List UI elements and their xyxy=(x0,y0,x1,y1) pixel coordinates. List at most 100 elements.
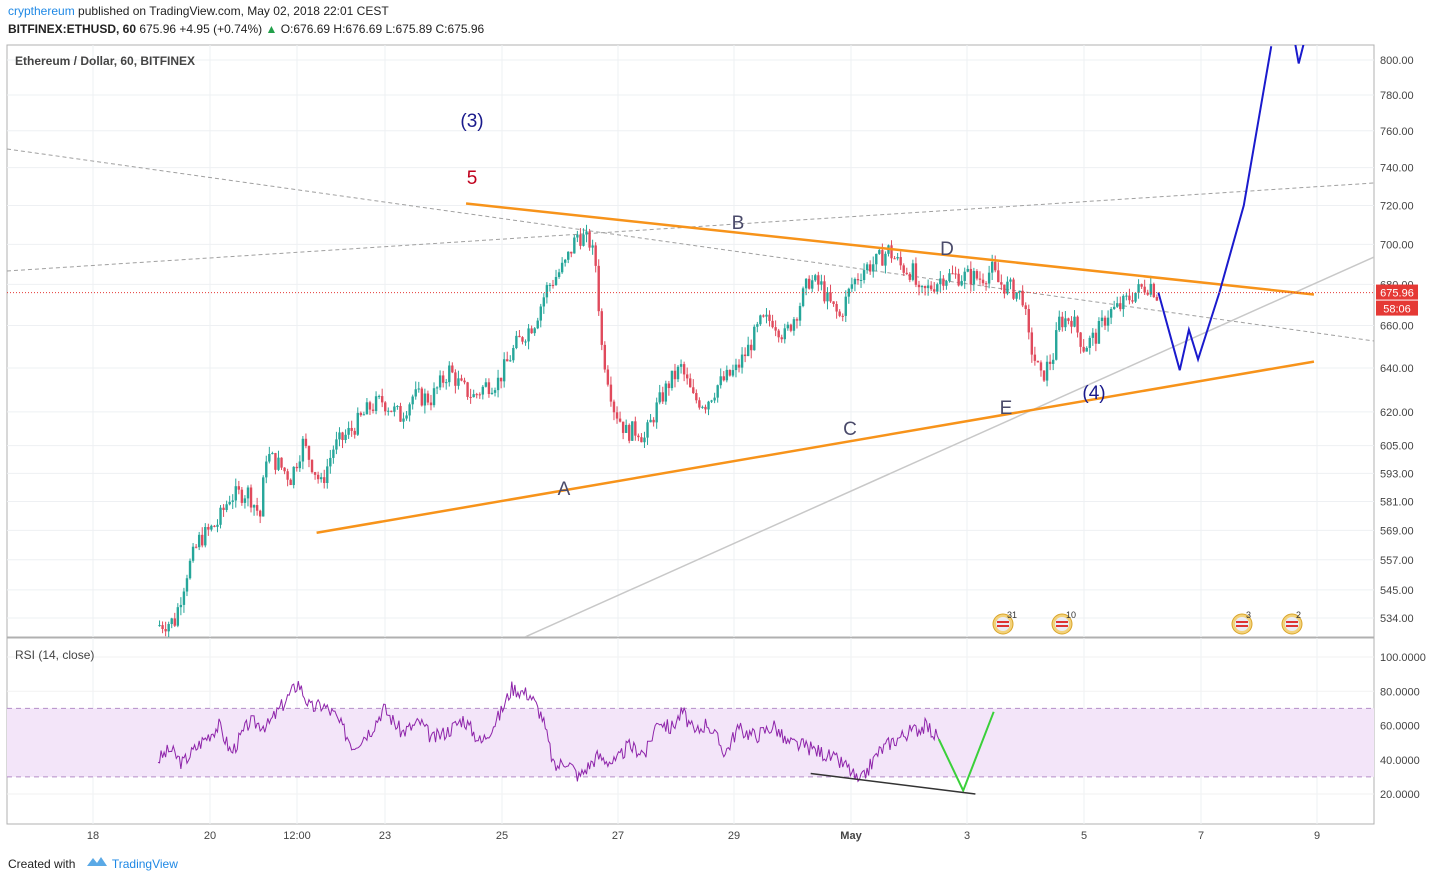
candle xyxy=(219,505,222,529)
candle xyxy=(1112,300,1116,310)
candle xyxy=(783,323,786,344)
candle xyxy=(847,287,851,304)
candle xyxy=(917,280,921,296)
candle xyxy=(344,429,347,444)
author-link[interactable]: crypthereum xyxy=(8,4,75,18)
economic-event-flag-icon: 2 xyxy=(1281,610,1303,635)
y-tick-label: 605.00 xyxy=(1380,441,1414,453)
candle xyxy=(545,282,549,304)
candle xyxy=(954,266,957,279)
candle xyxy=(316,471,320,484)
candle xyxy=(560,257,564,274)
candle xyxy=(667,380,671,396)
candle xyxy=(429,394,433,411)
candle xyxy=(1106,310,1110,332)
candle xyxy=(170,617,173,629)
candle xyxy=(658,384,661,405)
event-count: 10 xyxy=(1066,610,1076,620)
y-tick-label: 557.00 xyxy=(1380,555,1414,567)
candle xyxy=(740,347,744,374)
candle xyxy=(1149,275,1152,298)
y-tick-label: 640.00 xyxy=(1380,363,1414,375)
candle xyxy=(707,400,710,416)
candle xyxy=(557,268,561,279)
candle xyxy=(762,314,765,318)
candle xyxy=(487,378,491,398)
candle xyxy=(213,525,216,528)
x-tick-label: 3 xyxy=(964,830,970,842)
candle xyxy=(356,407,359,437)
candle xyxy=(524,339,527,346)
candle xyxy=(323,469,326,489)
rsi-plot xyxy=(7,680,1374,795)
candle xyxy=(539,303,542,328)
candle xyxy=(521,336,524,345)
candle xyxy=(204,523,207,548)
candle xyxy=(243,495,247,509)
event-count: 2 xyxy=(1296,610,1301,620)
y-tick-label: 740.00 xyxy=(1380,163,1414,175)
candle xyxy=(277,450,280,472)
candle xyxy=(1027,304,1030,340)
candle xyxy=(978,271,982,285)
candle xyxy=(1122,294,1125,317)
candle xyxy=(823,275,826,304)
candle xyxy=(987,265,991,289)
candle xyxy=(1024,302,1027,316)
candle xyxy=(405,411,408,421)
candle xyxy=(231,494,234,510)
candle xyxy=(682,361,686,382)
candle xyxy=(640,433,643,443)
candle xyxy=(591,239,594,255)
candle xyxy=(817,271,820,292)
x-tick-label: 23 xyxy=(379,830,391,842)
y-tick-label: 534.00 xyxy=(1380,613,1414,625)
candle xyxy=(698,397,701,410)
candle xyxy=(1036,360,1040,363)
y-tick-label: 660.00 xyxy=(1380,321,1414,333)
y-tick-label: 780.00 xyxy=(1380,90,1414,102)
candle xyxy=(963,267,966,289)
candle xyxy=(228,495,231,506)
candle xyxy=(725,365,729,383)
candle xyxy=(457,370,460,390)
candle xyxy=(216,519,219,533)
y-tick-label: 720.00 xyxy=(1380,200,1414,212)
candle xyxy=(563,258,567,267)
candle xyxy=(814,273,817,282)
candle xyxy=(798,302,802,327)
candle xyxy=(475,392,478,399)
countdown-badge-label: 58:06 xyxy=(1383,304,1411,316)
candle xyxy=(878,248,881,255)
candle xyxy=(536,317,539,330)
candle xyxy=(1070,316,1073,334)
candle xyxy=(713,392,716,404)
candle xyxy=(408,402,411,422)
candle xyxy=(1045,355,1049,387)
candle xyxy=(661,386,664,405)
candle xyxy=(582,228,585,247)
candle xyxy=(914,257,918,288)
candle xyxy=(923,285,927,296)
candle xyxy=(743,347,747,363)
candle xyxy=(445,378,448,390)
candle xyxy=(551,279,555,289)
candle xyxy=(975,269,979,281)
candle xyxy=(417,381,420,393)
candle xyxy=(249,484,253,513)
candle xyxy=(576,230,579,243)
candle xyxy=(359,411,363,417)
candle xyxy=(902,263,905,276)
candle xyxy=(628,423,631,444)
tradingview-link[interactable]: TradingView xyxy=(111,857,178,871)
candle xyxy=(841,313,844,322)
candle xyxy=(280,457,283,470)
candle xyxy=(594,242,597,273)
candle xyxy=(240,486,244,506)
candle xyxy=(515,330,518,350)
candle xyxy=(637,433,640,442)
candle xyxy=(801,286,805,308)
candle xyxy=(1116,296,1119,308)
candle xyxy=(362,411,366,416)
